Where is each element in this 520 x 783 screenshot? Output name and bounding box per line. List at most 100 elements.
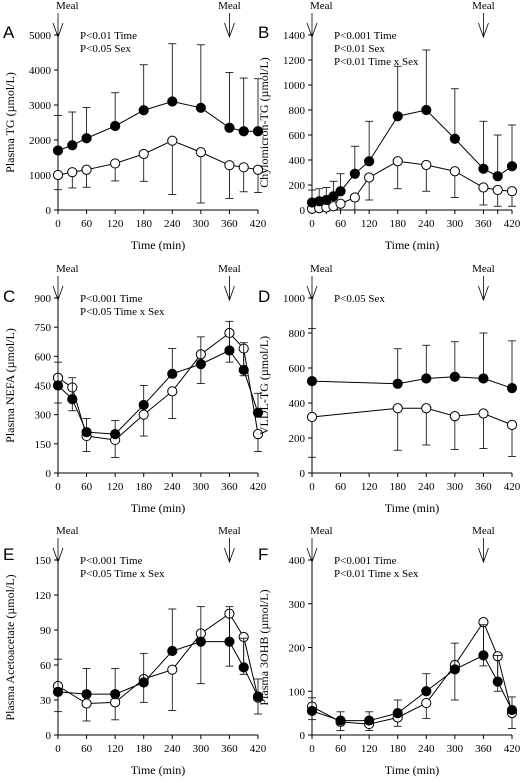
data-point <box>392 403 403 414</box>
data-point <box>167 368 178 379</box>
data-point <box>224 122 235 133</box>
y-tick-label: 1400 <box>283 30 306 42</box>
data-point <box>421 697 432 709</box>
meal-label: Meal <box>218 525 241 537</box>
meal-arrow-head <box>224 285 235 302</box>
data-point <box>421 403 432 414</box>
y-tick-label: 600 <box>35 351 52 363</box>
data-point <box>238 162 249 173</box>
meal-arrow-head <box>306 285 318 302</box>
data-point <box>195 636 206 647</box>
data-point <box>81 427 92 438</box>
stat-annotation: P<0.001 Time <box>334 30 397 42</box>
x-tick-label: 420 <box>250 743 267 755</box>
data-point <box>252 407 264 418</box>
series-filled <box>52 606 264 702</box>
data-point <box>478 408 489 419</box>
x-tick-label: 360 <box>475 481 492 493</box>
series-line <box>311 621 513 725</box>
x-tick-label: 300 <box>447 743 464 755</box>
x-axis-label: Time (min) <box>385 763 440 777</box>
data-point <box>478 163 489 174</box>
x-tick-label: 360 <box>221 481 238 493</box>
y-tick-label: 90 <box>40 625 52 637</box>
data-point <box>335 186 346 197</box>
series-filled <box>306 49 518 208</box>
x-tick-label: 360 <box>221 218 238 230</box>
y-tick-label: 0 <box>46 468 52 480</box>
x-tick-label: 120 <box>107 218 124 230</box>
x-tick-label: 0 <box>309 481 315 493</box>
series-filled <box>306 328 518 394</box>
data-point <box>67 140 78 151</box>
series-filled <box>52 43 264 156</box>
y-tick-label: 200 <box>289 180 306 192</box>
x-tick-label: 240 <box>418 218 435 230</box>
data-point <box>506 161 518 172</box>
x-tick-label: 120 <box>361 743 378 755</box>
y-tick-label: 200 <box>289 643 306 655</box>
y-tick-label: 450 <box>35 381 52 393</box>
meal-label: Meal <box>56 525 79 537</box>
series-filled <box>52 320 264 440</box>
y-axis-label: Plasma TG (µmol/L) <box>3 72 17 173</box>
data-point <box>506 383 518 394</box>
data-point <box>110 429 121 440</box>
y-axis-label: Plasma Acetoacetate (µmol/L) <box>3 574 17 720</box>
series-open <box>306 403 518 458</box>
data-point <box>238 662 249 673</box>
meal-arrow-head <box>478 285 489 302</box>
data-point <box>252 126 264 137</box>
meal-label: Meal <box>218 263 241 275</box>
data-point <box>478 373 489 384</box>
y-tick-label: 0 <box>300 468 306 480</box>
stat-annotation: P<0.05 Time x Sex <box>80 568 165 580</box>
x-tick-label: 0 <box>309 743 315 755</box>
data-point <box>195 102 206 113</box>
data-point <box>110 689 121 700</box>
x-tick-label: 300 <box>193 481 210 493</box>
data-point <box>224 160 235 171</box>
y-tick-label: 200 <box>289 433 306 445</box>
stat-annotation: P<0.05 Sex <box>334 293 385 305</box>
x-tick-label: 240 <box>418 481 435 493</box>
data-point <box>138 148 149 160</box>
data-point <box>449 371 460 382</box>
y-tick-label: 0 <box>46 205 52 217</box>
y-tick-label: 60 <box>40 660 52 672</box>
data-point <box>238 364 249 376</box>
stat-annotation: P<0.05 Sex <box>80 43 131 55</box>
x-tick-label: 240 <box>418 743 435 755</box>
x-tick-label: 120 <box>107 481 124 493</box>
x-tick-label: 420 <box>504 743 520 755</box>
y-tick-label: 1000 <box>283 80 306 92</box>
meal-arrow-head <box>52 285 64 302</box>
y-tick-label: 100 <box>289 686 306 698</box>
meal-arrow-head <box>478 22 489 39</box>
data-point <box>349 192 360 203</box>
y-tick-label: 600 <box>289 363 306 375</box>
x-tick-label: 420 <box>250 481 267 493</box>
y-tick-label: 600 <box>289 130 306 142</box>
y-tick-label: 400 <box>289 398 306 410</box>
y-tick-label: 400 <box>289 555 306 567</box>
data-point <box>138 677 149 688</box>
data-point <box>252 429 264 440</box>
panel-d: 0 200 400 600 800 1000 0 60 120 180 240 300 360 420 Ti… <box>257 263 520 515</box>
meal-label: Meal <box>218 0 241 12</box>
stat-annotation: P<0.001 Time <box>80 555 143 567</box>
y-tick-label: 750 <box>35 322 52 334</box>
y-tick-label: 4000 <box>29 65 52 77</box>
data-point <box>421 159 432 171</box>
data-point <box>52 145 64 156</box>
data-point <box>392 156 403 167</box>
panel-f: 0 100 200 300 400 0 60 120 180 240 300 360 420 Time (… <box>257 525 520 777</box>
x-tick-label: 120 <box>361 218 378 230</box>
y-tick-label: 30 <box>40 695 52 707</box>
meal-label: Meal <box>472 263 495 275</box>
x-axis-label: Time (min) <box>131 238 186 252</box>
data-point <box>506 419 518 430</box>
x-tick-label: 60 <box>81 481 93 493</box>
x-tick-label: 120 <box>107 743 124 755</box>
series-open <box>306 156 518 214</box>
